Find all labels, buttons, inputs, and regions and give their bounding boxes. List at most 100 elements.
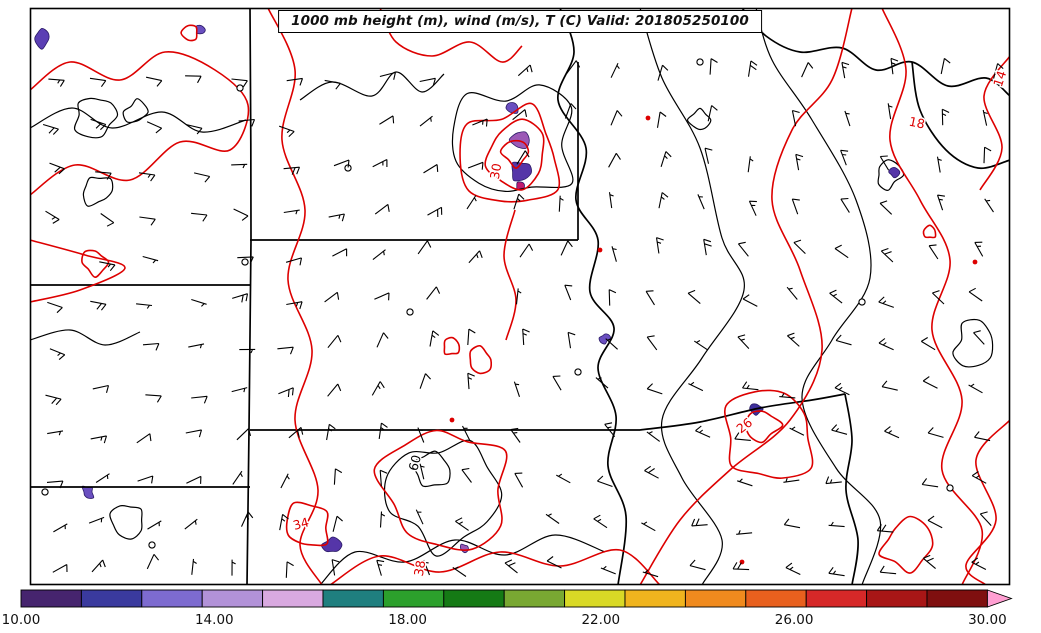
- colorbar-extend-arrow-icon: [986, 589, 1013, 608]
- wind-barb: [237, 256, 254, 264]
- wind-barb: [709, 58, 718, 75]
- wind-barb: [136, 433, 152, 444]
- wind-barb: [280, 473, 290, 489]
- wind-barb: [567, 331, 576, 349]
- wind-barb: [45, 210, 60, 224]
- wind-barb: [191, 298, 207, 307]
- height-contour-loop: [451, 84, 574, 193]
- wind-barb: [142, 255, 159, 264]
- wind-barb: [825, 476, 842, 485]
- wind-barb: [566, 60, 581, 74]
- wind-barb: [374, 203, 390, 215]
- temperature-contour: [267, 9, 323, 584]
- calm-wind-circle-icon: [574, 368, 582, 376]
- wind-barb: [193, 172, 211, 183]
- temperature-dot: [972, 259, 978, 265]
- height-contour: [320, 534, 606, 584]
- wind-barb: [146, 553, 160, 570]
- state-border: [246, 9, 252, 584]
- calm-wind-circle-icon: [41, 488, 49, 496]
- temperature-contour: [639, 9, 853, 584]
- wind-barb: [516, 150, 530, 165]
- wind-barb: [732, 562, 750, 571]
- wind-barb: [512, 109, 528, 121]
- wind-barb: [95, 171, 112, 180]
- wind-barb: [515, 288, 522, 305]
- wind-barb: [742, 381, 759, 391]
- wind-barb: [878, 296, 894, 308]
- wind-barb: [697, 194, 705, 210]
- wind-barb: [921, 337, 936, 351]
- wind-barb: [514, 472, 524, 488]
- state-borders: [31, 9, 1009, 584]
- temperature-contour: [31, 51, 250, 196]
- height-contour: [755, 9, 882, 584]
- wind-barb: [642, 569, 659, 578]
- temperature-contour-loop: [459, 102, 561, 203]
- wind-barb: [467, 328, 476, 346]
- height-contour-loop: [109, 504, 143, 540]
- wind-barb: [801, 62, 814, 78]
- wind-barb: [936, 194, 945, 211]
- temperature-contour-loop: [285, 501, 329, 547]
- wind-barb: [239, 348, 256, 354]
- colorbar-tick-label: 30.00: [968, 612, 1007, 628]
- height-contour-loop: [412, 450, 451, 488]
- wind-barb: [610, 62, 620, 78]
- wind-barb: [46, 480, 64, 489]
- wind-barb: [646, 431, 661, 442]
- wind-barb: [379, 71, 396, 80]
- wind-barb: [644, 465, 659, 479]
- temperature-colorbar: 10.00 14.00 18.00 22.00 26.00 30.00: [2, 589, 1013, 628]
- wind-barb: [785, 562, 801, 575]
- wind-barb: [372, 159, 388, 168]
- wind-barb: [324, 79, 341, 90]
- temperature-contour-loop: [744, 410, 784, 444]
- contour-label: 34: [291, 514, 310, 533]
- temperature-contour: [31, 239, 126, 303]
- wind-barb: [658, 192, 669, 209]
- wind-barb: [974, 241, 984, 257]
- wind-barb: [419, 115, 433, 127]
- wind-barb: [645, 290, 655, 306]
- colorbar-segment: [262, 589, 324, 608]
- wind-barb: [737, 241, 749, 257]
- wind-barb: [828, 521, 845, 528]
- map-title-box: 1000 mb height (m), wind (m/s), T (C) Va…: [278, 10, 762, 33]
- wind-barb: [707, 105, 718, 122]
- wind-barb: [142, 342, 160, 351]
- wind-barb: [279, 125, 295, 137]
- wind-barb: [513, 381, 521, 397]
- wind-barb: [236, 428, 252, 441]
- wind-barb: [326, 423, 336, 441]
- wind-barb: [608, 289, 617, 306]
- wind-barb: [610, 110, 623, 126]
- wind-barb: [88, 516, 105, 524]
- wind-barb: [734, 432, 751, 441]
- wind-barb: [324, 291, 340, 303]
- colorbar-segment: [80, 589, 143, 608]
- temperature-contour-loop: [499, 139, 530, 170]
- wind-barb: [513, 193, 525, 210]
- temperature-dot: [449, 417, 455, 423]
- cold-patch: [598, 333, 612, 345]
- wind-barb: [968, 383, 983, 394]
- wind-barb: [419, 463, 425, 480]
- height-contour: [639, 9, 745, 584]
- colorbar-segment: [141, 589, 203, 608]
- wind-barb: [879, 200, 893, 215]
- wind-barb: [887, 103, 893, 120]
- wind-barb: [979, 511, 992, 526]
- wind-barb: [461, 467, 472, 483]
- wind-barb: [241, 511, 254, 527]
- colorbar-segment: [201, 589, 264, 608]
- colorbar-segment: [866, 589, 928, 608]
- wind-barb: [426, 286, 441, 300]
- wind-barb: [971, 557, 987, 570]
- wind-barb: [611, 246, 617, 262]
- wind-barb: [100, 213, 115, 227]
- wind-barb: [327, 383, 342, 397]
- colorbar-segment: [805, 589, 868, 608]
- wind-barb: [604, 422, 616, 438]
- wind-barb: [689, 559, 706, 571]
